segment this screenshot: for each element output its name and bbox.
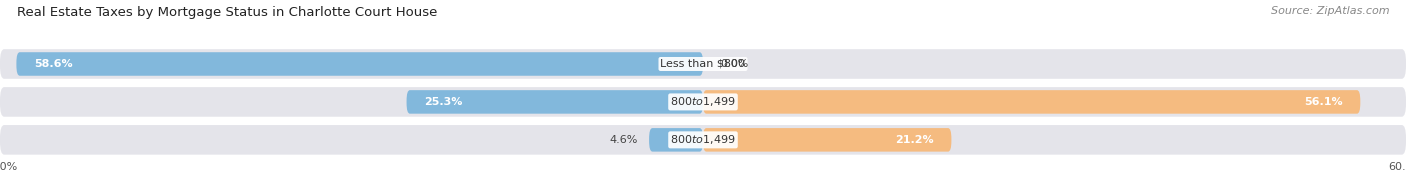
Text: 58.6%: 58.6%: [34, 59, 73, 69]
FancyBboxPatch shape: [703, 128, 952, 152]
Text: 25.3%: 25.3%: [425, 97, 463, 107]
FancyBboxPatch shape: [0, 87, 1406, 117]
FancyBboxPatch shape: [703, 90, 1361, 114]
Text: 4.6%: 4.6%: [609, 135, 637, 145]
FancyBboxPatch shape: [0, 125, 1406, 155]
Text: $800 to $1,499: $800 to $1,499: [671, 133, 735, 146]
Text: Source: ZipAtlas.com: Source: ZipAtlas.com: [1271, 6, 1389, 16]
Text: Real Estate Taxes by Mortgage Status in Charlotte Court House: Real Estate Taxes by Mortgage Status in …: [17, 6, 437, 19]
FancyBboxPatch shape: [650, 128, 703, 152]
Text: 21.2%: 21.2%: [896, 135, 934, 145]
Text: Less than $800: Less than $800: [661, 59, 745, 69]
FancyBboxPatch shape: [0, 49, 1406, 79]
Text: 56.1%: 56.1%: [1305, 97, 1343, 107]
FancyBboxPatch shape: [17, 52, 703, 76]
FancyBboxPatch shape: [406, 90, 703, 114]
Text: 0.0%: 0.0%: [721, 59, 749, 69]
Text: $800 to $1,499: $800 to $1,499: [671, 95, 735, 108]
